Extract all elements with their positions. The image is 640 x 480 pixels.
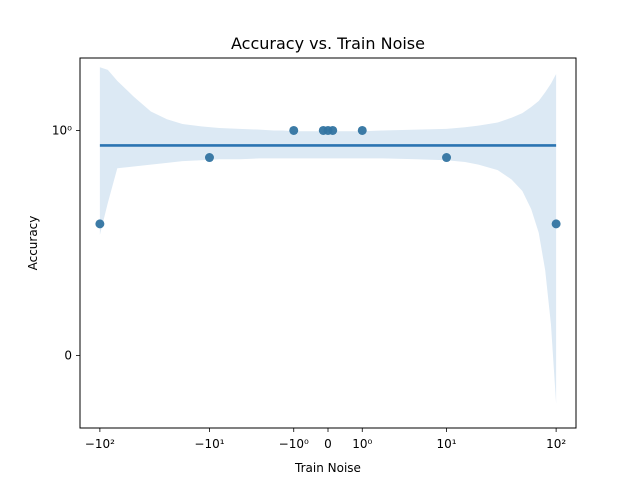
x-axis-ticks: −10² −10¹ −10⁰ 0 10⁰ 10¹ 10²	[85, 428, 566, 451]
data-point	[442, 153, 452, 163]
data-point	[95, 219, 105, 229]
chart-title: Accuracy vs. Train Noise	[231, 34, 425, 53]
confidence-band	[99, 67, 557, 404]
x-tick-label: 10¹	[436, 437, 456, 451]
x-tick-label: −10²	[85, 437, 115, 451]
x-tick-label: −10¹	[194, 437, 224, 451]
y-tick-label: 10⁰	[52, 123, 72, 137]
confidence-band-layer	[99, 67, 557, 404]
x-tick-label: 10²	[546, 437, 566, 451]
data-point	[289, 125, 299, 135]
x-axis-label: Train Noise	[294, 461, 361, 475]
y-tick-label: 0	[64, 349, 72, 363]
data-point	[328, 125, 338, 135]
x-tick-label: 0	[324, 437, 332, 451]
data-point	[204, 153, 214, 163]
data-points-layer	[95, 125, 561, 229]
data-point	[357, 125, 367, 135]
y-axis-label: Accuracy	[26, 216, 40, 271]
data-point	[551, 219, 561, 229]
y-axis-ticks: 0 10⁰	[52, 123, 80, 363]
x-tick-label: −10⁰	[279, 437, 309, 451]
x-tick-label: 10⁰	[352, 437, 372, 451]
